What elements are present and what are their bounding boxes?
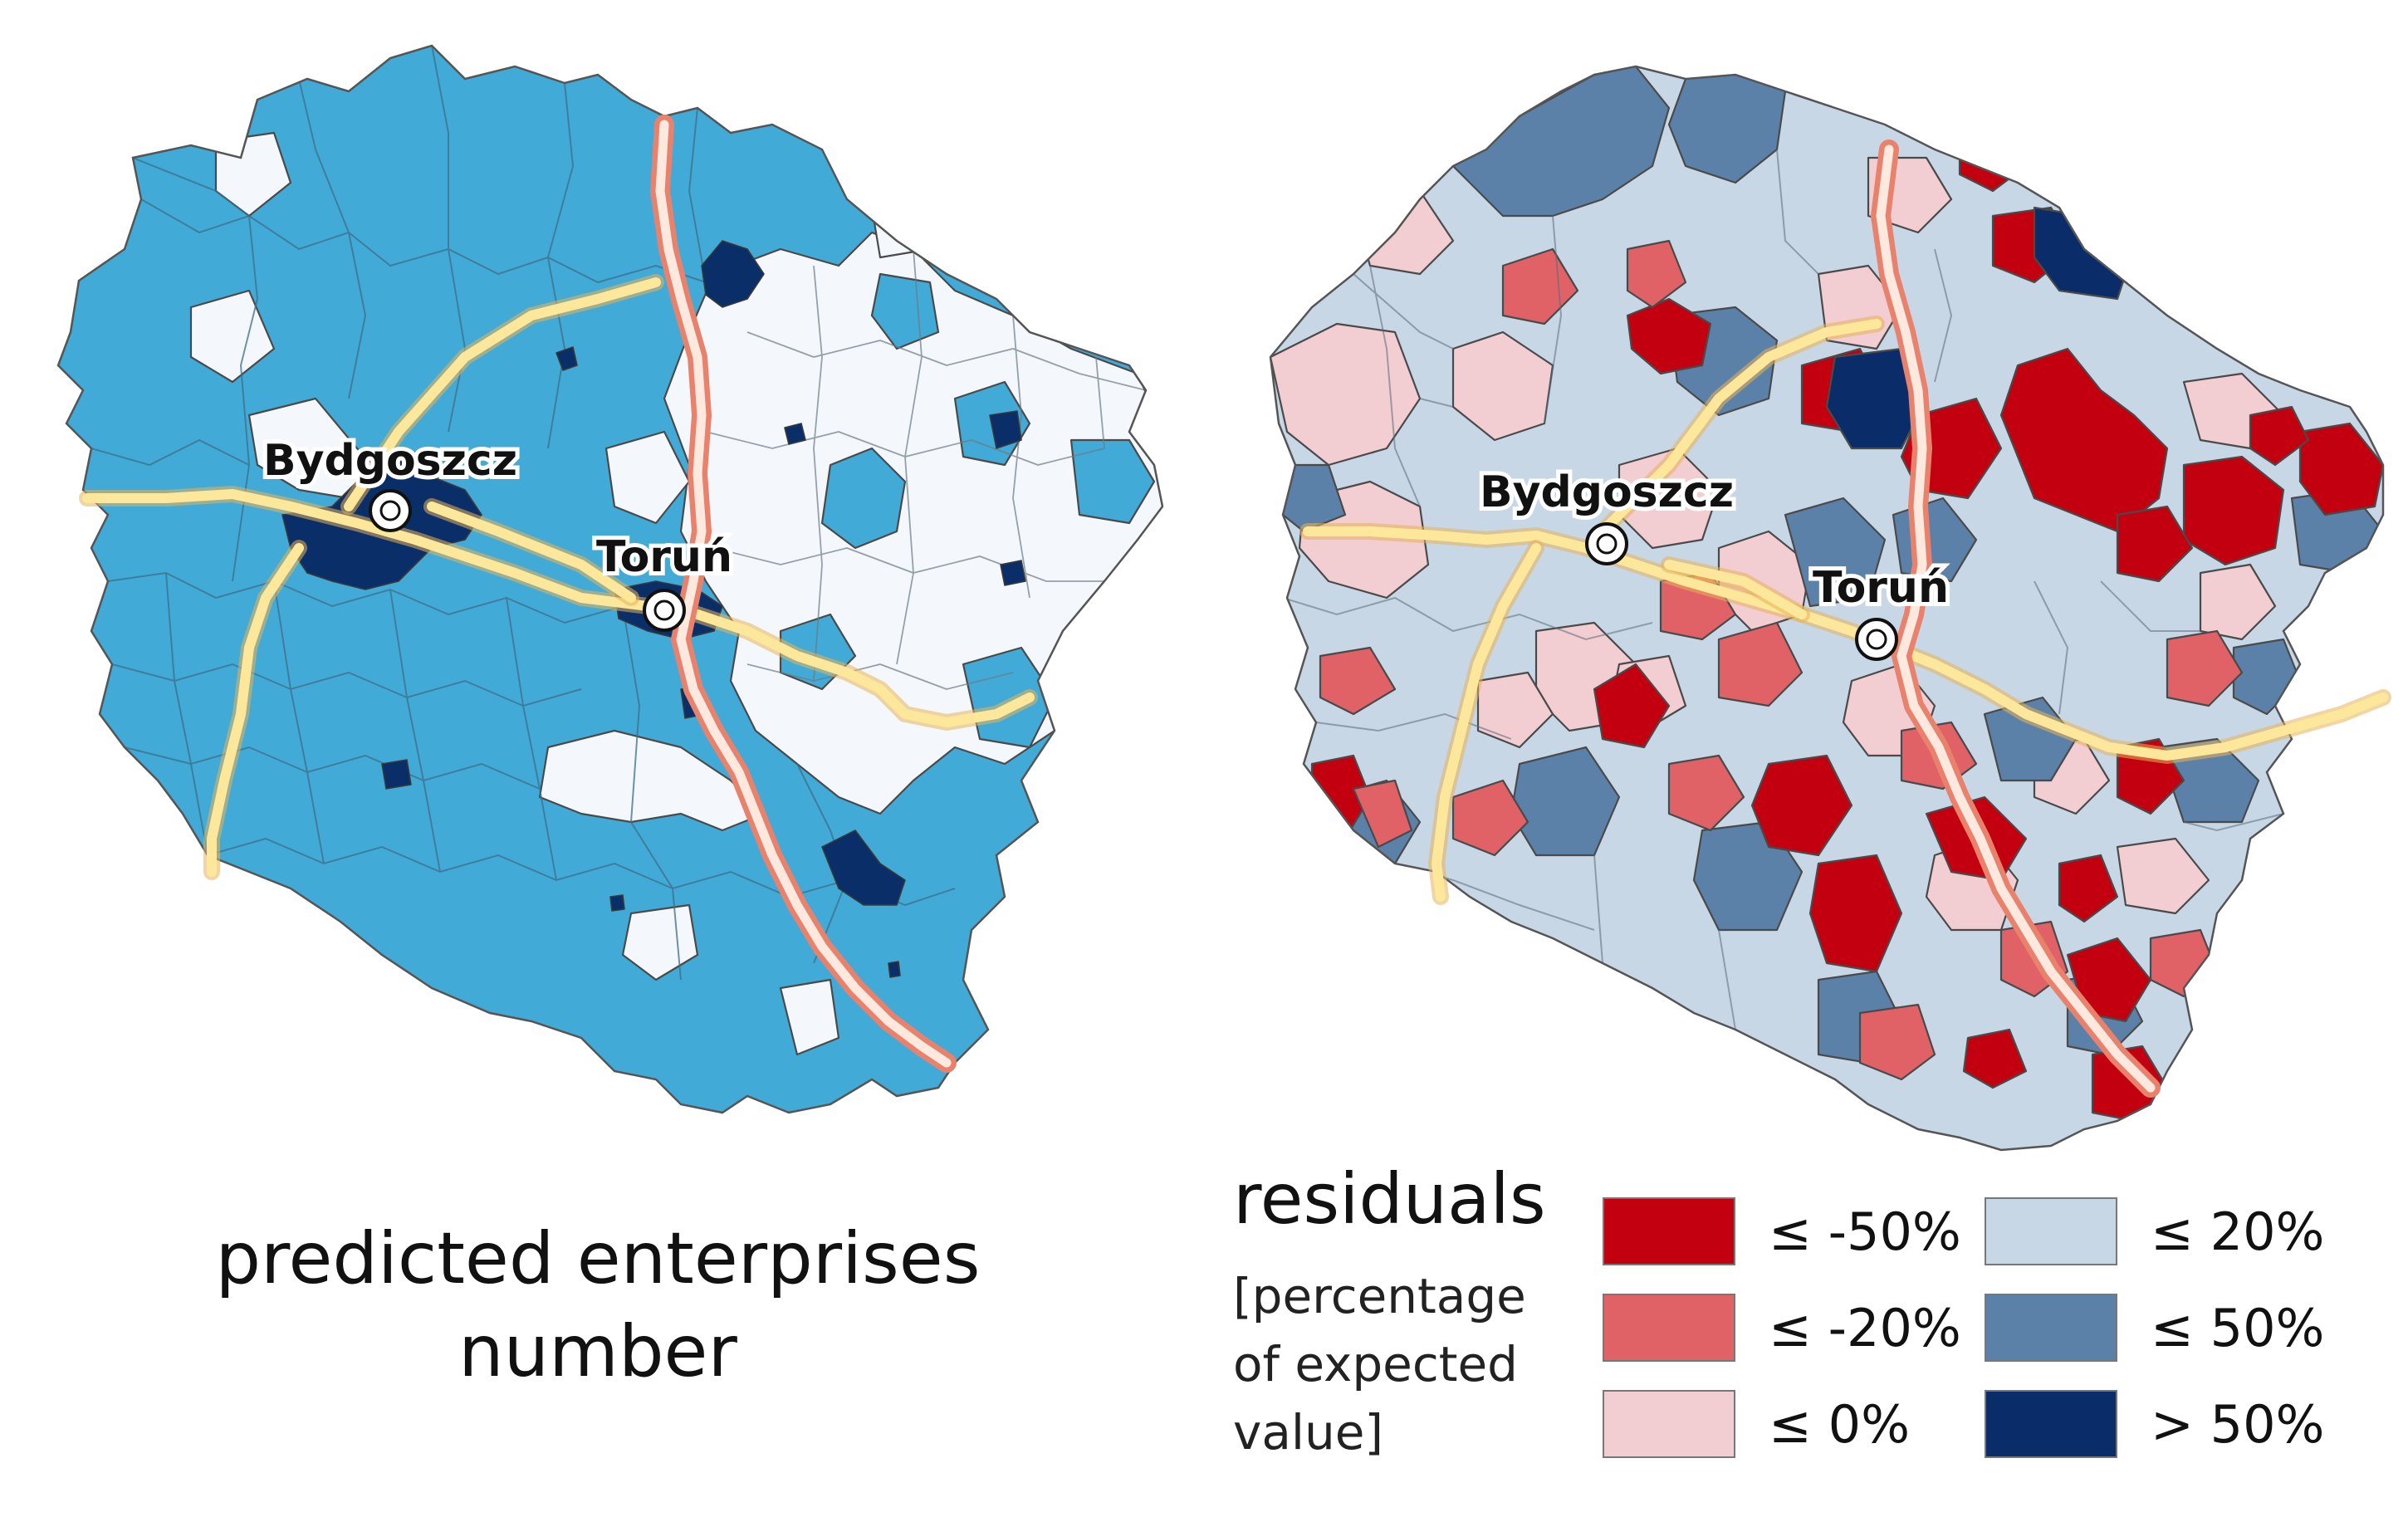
residual-torun-marker [1855, 618, 1898, 661]
legend-subtitle-line-1: [percentage [1233, 1268, 1526, 1324]
residual-muni-48 [1962, 1028, 2028, 1089]
residual-muni-16 [1476, 671, 1554, 749]
caption-line-2: number [458, 1310, 737, 1393]
legend-swatch-4 [1985, 1197, 2117, 1265]
low-value-region-south [538, 729, 766, 832]
legend-swatch-6 [1985, 1390, 2117, 1458]
dark-muni-4 [1000, 560, 1026, 586]
residual-muni-58 [1858, 1003, 1936, 1081]
residual-torun-label: Toruń [1813, 563, 1949, 613]
legend-subtitle: [percentage of expected value] [1233, 1262, 1565, 1466]
residual-muni-14 [2199, 563, 2277, 641]
dark-muni-1 [556, 346, 578, 371]
dark-muni-8 [888, 961, 901, 978]
residual-muni-18 [1451, 66, 1671, 218]
left-map-caption: predicted enterprises number [133, 1212, 1063, 1398]
residual-muni-38 [2298, 422, 2383, 516]
residual-muni-56 [1667, 754, 1745, 832]
residual-muni-39 [2116, 505, 2194, 583]
legend-subtitle-line-3: value] [1233, 1404, 1384, 1461]
residuals-map: Bydgoszcz Toruń [1269, 65, 2391, 1152]
residual-muni-42 [1593, 663, 1671, 749]
legend-item-4: ≤ 20% [1985, 1197, 2324, 1265]
residual-muni-55 [1451, 779, 1529, 857]
dark-muni-north [701, 240, 765, 308]
residual-muni-51 [2249, 405, 2310, 467]
municipal-borders-east [705, 248, 1147, 690]
legend-item-5: ≤ 50% [1985, 1294, 2324, 1362]
legend-label-3: ≤ 0% [1769, 1393, 1911, 1455]
legend-subtitle-line-2: of expected [1233, 1336, 1518, 1392]
residual-muni-43 [1750, 754, 1853, 857]
legend-item-1: ≤ -50% [1603, 1197, 1961, 1265]
residual-muni-61 [2166, 629, 2244, 707]
legend-title: residuals [1233, 1158, 1546, 1240]
residual-muni-63 [1319, 646, 1397, 716]
bydgoszcz-marker [369, 489, 412, 532]
motorway [650, 115, 957, 1073]
bydgoszcz-label: Bydgoszcz [263, 436, 517, 486]
legend-item-6: > 50% [1985, 1390, 2324, 1458]
residual-muni-53 [1626, 239, 1687, 309]
residual-muni-54 [1352, 779, 1413, 849]
caption-line-1: predicted enterprises [215, 1217, 981, 1300]
predicted-enterprises-map: Bydgoszcz Toruń [56, 44, 1164, 1114]
dark-muni-3 [784, 423, 806, 445]
residual-muni-44 [1808, 854, 1903, 973]
residual-muni-57 [1717, 621, 1804, 707]
residual-muni-11 [2116, 837, 2210, 915]
legend-item-2: ≤ -20% [1603, 1294, 1961, 1362]
muni-blue-3 [1069, 438, 1156, 525]
residual-bydgoszcz-label: Bydgoszcz [1480, 467, 1734, 517]
dark-muni-7 [609, 894, 625, 912]
legend-swatch-3 [1603, 1390, 1735, 1458]
muni-white-4 [604, 430, 691, 525]
torun-label: Toruń [596, 532, 732, 582]
torun-marker [643, 589, 686, 632]
dark-muni-6 [381, 759, 412, 790]
legend-label-1: ≤ -50% [1769, 1201, 1961, 1262]
dark-muni-2 [989, 410, 1022, 449]
dark-muni-se [821, 829, 906, 906]
muni-blue-4 [870, 272, 940, 350]
muni-blue-1 [820, 447, 907, 550]
legend-item-3: ≤ 0% [1603, 1390, 1910, 1458]
residual-muni-1 [1270, 322, 1422, 467]
residual-bydgoszcz-marker [1585, 522, 1628, 565]
legend-swatch-2 [1603, 1294, 1735, 1362]
legend-swatch-5 [1985, 1294, 2117, 1362]
muni-white-6 [779, 978, 840, 1056]
residual-motorway [1871, 139, 2161, 1098]
residual-muni-22 [1784, 497, 1887, 608]
legend-label-6: > 50% [2151, 1393, 2325, 1455]
legend-label-5: ≤ 50% [2151, 1297, 2325, 1358]
residual-muni-52 [2058, 854, 2119, 923]
legend-label-4: ≤ 20% [2151, 1201, 2325, 1262]
residual-muni-33 [1626, 297, 1712, 375]
legend-swatch-1 [1603, 1197, 1735, 1265]
legend-label-2: ≤ -20% [1769, 1297, 1961, 1358]
